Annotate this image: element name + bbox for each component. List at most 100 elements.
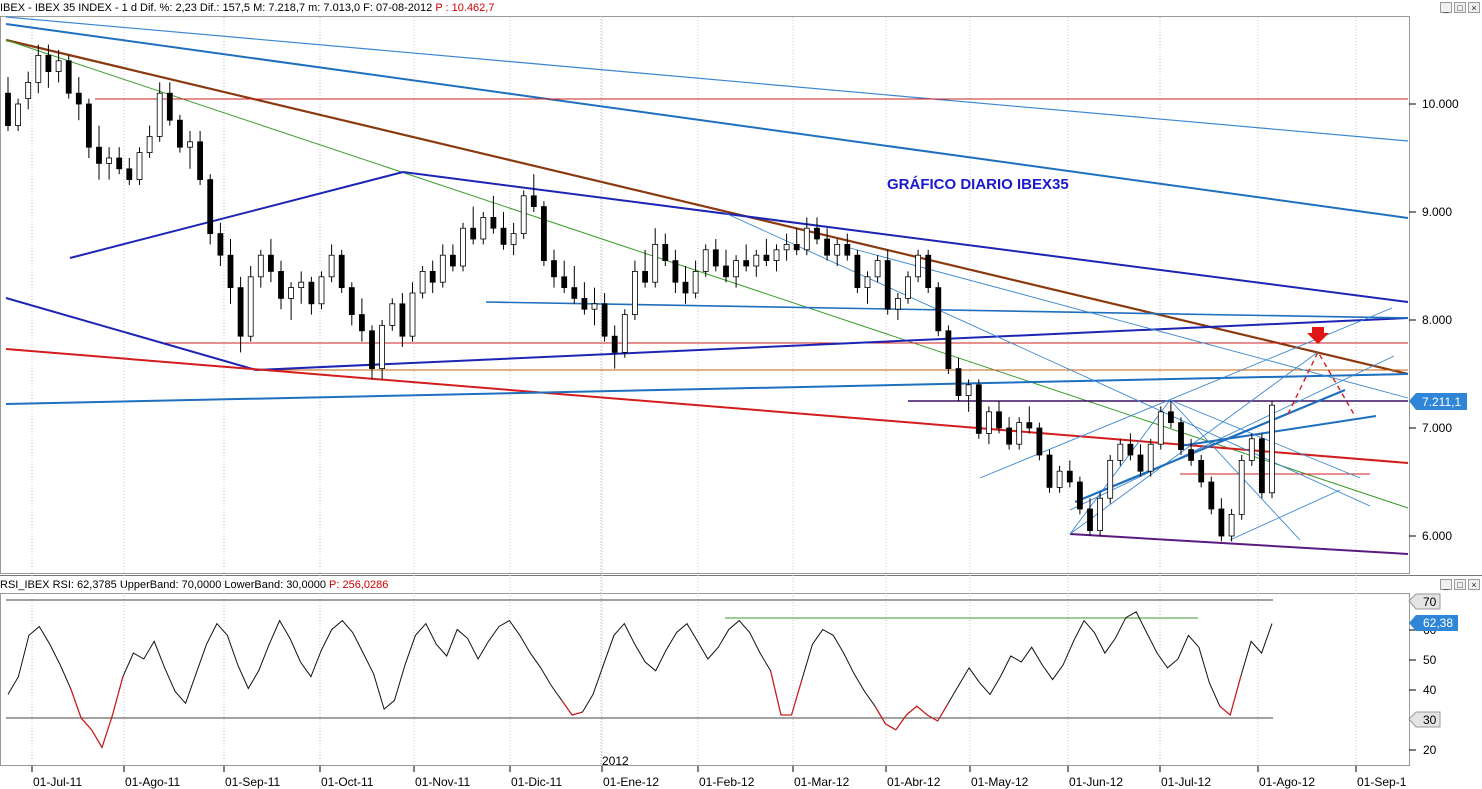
candle — [733, 255, 739, 288]
candle — [500, 212, 507, 250]
rsi-oversold-segment — [916, 705, 928, 716]
wedge-base — [255, 317, 1409, 371]
ytick-6000: 6.000 — [1422, 529, 1452, 543]
fan-6 — [1069, 399, 1171, 535]
xtick-label: 01-Ene-12 — [603, 775, 659, 789]
ytick-9000: 9.000 — [1422, 205, 1452, 219]
rsi-maximize-button[interactable]: □ — [1454, 579, 1466, 590]
candle — [348, 282, 355, 326]
candle — [25, 71, 32, 110]
candle — [814, 217, 820, 245]
candle — [1238, 455, 1245, 520]
candle — [379, 320, 386, 380]
candle — [743, 244, 750, 272]
candle — [86, 98, 92, 158]
candle — [15, 98, 22, 131]
rsi-oversold-segment — [111, 676, 124, 716]
wedge-upper-right — [402, 171, 1409, 303]
candle — [358, 298, 365, 342]
candle — [611, 325, 618, 369]
candle — [530, 174, 537, 212]
candle — [642, 249, 648, 288]
candle — [854, 249, 861, 293]
rsi-oversold-segment — [1229, 676, 1242, 716]
red-arrow-icon — [1307, 327, 1329, 344]
rsi-oversold-segment — [937, 702, 949, 722]
candle — [75, 77, 82, 121]
rsi-oversold-segment — [895, 714, 907, 731]
candle — [723, 249, 729, 283]
xtick-label: 01-Dic-11 — [511, 775, 562, 789]
minimize-button[interactable]: _ — [1440, 2, 1452, 13]
rsi-oversold-segment — [1219, 705, 1231, 716]
candle — [925, 249, 932, 293]
candle — [905, 271, 911, 304]
candle — [975, 379, 982, 439]
wedge-lower-left — [5, 297, 257, 371]
rsi-upper-label: 70 — [1423, 595, 1437, 609]
candle — [1228, 509, 1235, 542]
rsi-header-p: P: 256,0286 — [329, 579, 389, 591]
candle — [490, 195, 497, 234]
candle — [1127, 433, 1134, 461]
candle — [520, 190, 527, 239]
candle — [1077, 476, 1083, 515]
price-header-text: IBEX - IBEX 35 INDEX - 1 d Dif. %: 2,23 … — [0, 2, 433, 14]
candle — [712, 239, 719, 272]
candle — [96, 125, 102, 180]
close-button[interactable]: × — [1468, 2, 1480, 13]
candle — [824, 228, 830, 261]
candle — [510, 222, 517, 256]
candle — [237, 276, 244, 353]
rsi-axis: 70 60 50 40 30 20 — [1408, 593, 1441, 757]
rsi-minimize-button[interactable]: _ — [1440, 579, 1452, 590]
candle — [601, 293, 608, 342]
rsi-oversold-segment — [561, 699, 573, 716]
candle — [247, 266, 254, 342]
candle — [884, 249, 891, 315]
candle — [803, 217, 810, 256]
candle — [176, 114, 183, 153]
candle — [632, 260, 638, 320]
rsi-close-button[interactable]: × — [1468, 579, 1480, 590]
rsi-last-label: 62,38 — [1423, 616, 1453, 630]
trendline-purple-bottom — [1069, 533, 1409, 555]
candle — [581, 282, 588, 315]
maximize-button[interactable]: □ — [1454, 2, 1466, 13]
candle — [267, 239, 274, 283]
price-pane-header: IBEX - IBEX 35 INDEX - 1 d Dif. %: 2,23 … — [0, 0, 1482, 16]
candle — [298, 271, 305, 304]
candle — [116, 147, 123, 175]
wedge-upper-left — [69, 171, 404, 259]
candle — [1188, 438, 1194, 466]
candle — [551, 249, 557, 288]
fan-8 — [1169, 399, 1361, 479]
xtick-label: 01-Jul-11 — [33, 775, 82, 789]
candle — [1168, 401, 1174, 428]
rsi-line — [7, 611, 1273, 749]
trendline-red-support — [5, 348, 1409, 464]
rsi-window-buttons: _ □ × — [1440, 579, 1480, 590]
candle — [1178, 417, 1184, 455]
candle — [1016, 417, 1023, 450]
x-axis: 01-Jul-11 01-Ago-11 01-Sep-11 01-Oct-11 01-N… — [31, 766, 1407, 789]
candle — [783, 233, 790, 261]
candle — [1147, 438, 1154, 477]
candle — [449, 244, 456, 272]
rsi-polyline — [7, 611, 1273, 749]
candle — [621, 309, 628, 358]
rsi-oversold-segment — [874, 705, 887, 725]
year-label: 2012 — [602, 754, 629, 768]
xtick-label: 01-Ago-12 — [1259, 775, 1315, 789]
trendline-blue-short — [1179, 415, 1377, 447]
xtick-label: 01-May-12 — [971, 775, 1029, 789]
rsi-oversold-segment — [906, 705, 918, 716]
candle — [773, 244, 780, 272]
xtick-label: 01-Jul-12 — [1161, 775, 1211, 789]
price-window-buttons: _ □ × — [1440, 2, 1480, 13]
price-axis: 10.000 9.000 8.000 7.000 6.000 — [1409, 97, 1459, 543]
ytick-8000: 8.000 — [1422, 313, 1452, 327]
rsi-oversold-segment — [927, 714, 938, 722]
trendline-blue-thick — [1074, 388, 1346, 504]
